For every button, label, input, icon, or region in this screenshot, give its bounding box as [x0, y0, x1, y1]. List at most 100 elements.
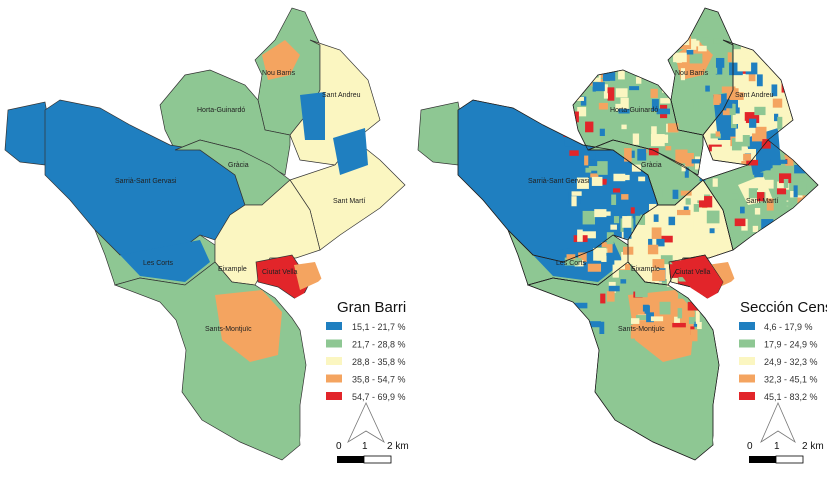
legend-gran-barri: Gran Barri 15,1 - 21,7 % 21,7 - 28,8 % 28,… — [326, 299, 409, 464]
north-arrow-icon — [760, 401, 796, 444]
census-section — [630, 318, 640, 324]
census-section — [660, 255, 673, 265]
census-section — [652, 151, 663, 164]
census-section — [721, 86, 736, 93]
census-section — [748, 252, 755, 259]
legend-class-label: 32,3 - 45,1 % — [764, 375, 818, 385]
district-label: Eixample — [631, 266, 660, 273]
census-section — [801, 127, 811, 137]
census-section — [729, 92, 744, 100]
census-section — [737, 58, 752, 72]
legend-swatch — [326, 392, 342, 400]
census-section — [591, 176, 603, 186]
census-section — [660, 98, 671, 104]
census-section — [676, 56, 682, 63]
census-section — [783, 246, 789, 255]
census-section — [756, 74, 763, 87]
district-subarea — [294, 262, 322, 290]
census-section — [582, 231, 596, 239]
census-section — [705, 85, 710, 92]
legend-swatch — [739, 339, 755, 348]
district-label: Gràcia — [641, 162, 662, 169]
census-section — [809, 40, 818, 53]
district-label: Ciutat Vella — [262, 269, 298, 276]
census-section — [658, 57, 668, 64]
census-section — [604, 30, 615, 36]
census-section — [688, 219, 694, 233]
census-section — [576, 177, 589, 189]
census-section — [589, 321, 601, 328]
census-section — [570, 39, 585, 46]
census-section — [607, 45, 621, 59]
census-section — [809, 253, 818, 265]
census-section — [772, 98, 783, 108]
census-section — [623, 271, 630, 280]
census-section — [715, 131, 721, 137]
census-section — [784, 154, 794, 166]
census-section — [685, 152, 694, 167]
census-section — [746, 159, 759, 166]
census-section — [645, 43, 650, 58]
census-section — [692, 189, 705, 201]
district-label: Sant Andreu — [322, 92, 361, 99]
census-section — [661, 235, 673, 243]
district-label: Sant Martí — [746, 198, 778, 205]
district-label: Sants-Montjuïc — [618, 326, 665, 333]
census-section — [649, 308, 655, 313]
census-section — [765, 251, 779, 266]
census-section — [681, 165, 686, 172]
census-section — [793, 243, 808, 253]
census-section — [638, 176, 646, 182]
district-label: Eixample — [218, 266, 247, 273]
census-section — [765, 47, 778, 53]
census-section — [735, 128, 743, 142]
district-label: Sant Andreu — [735, 92, 774, 99]
census-section — [799, 100, 812, 106]
census-section — [608, 45, 622, 51]
census-section — [684, 167, 689, 178]
census-section — [693, 97, 699, 110]
census-section — [766, 198, 774, 211]
census-section — [621, 251, 629, 266]
census-section — [649, 203, 657, 217]
census-section — [699, 296, 706, 305]
census-section — [689, 53, 703, 64]
census-section — [785, 231, 794, 243]
legend-class-label: 21,7 - 28,8 % — [352, 340, 406, 350]
census-section — [680, 68, 686, 81]
census-section — [603, 58, 614, 66]
census-section — [588, 166, 601, 171]
census-section — [574, 258, 582, 263]
legend-class-label: 17,9 - 24,9 % — [764, 340, 818, 350]
census-section — [810, 278, 818, 290]
census-section — [795, 40, 809, 54]
census-section — [732, 111, 745, 125]
census-section — [748, 69, 756, 82]
district-label: Nou Barris — [262, 70, 296, 77]
census-section — [651, 99, 659, 111]
census-section — [611, 194, 617, 205]
census-section — [598, 102, 608, 110]
census-section — [677, 308, 683, 319]
census-section — [763, 259, 776, 270]
census-section — [585, 44, 594, 56]
census-section — [807, 216, 815, 224]
census-section — [798, 75, 806, 82]
census-section — [686, 38, 697, 50]
census-section — [691, 159, 703, 164]
district-label: Sarrià-Sant Gervasi — [528, 178, 590, 185]
census-section — [571, 196, 577, 207]
census-section — [729, 41, 741, 50]
census-section — [779, 159, 788, 164]
census-section — [781, 201, 792, 206]
census-section — [740, 206, 745, 214]
census-section — [577, 229, 583, 242]
census-section — [564, 137, 575, 147]
census-section — [798, 56, 807, 62]
census-section — [635, 286, 648, 298]
census-section — [809, 155, 818, 162]
census-section — [647, 244, 659, 255]
census-section — [620, 32, 631, 39]
census-section — [731, 138, 742, 151]
census-section — [799, 270, 808, 276]
